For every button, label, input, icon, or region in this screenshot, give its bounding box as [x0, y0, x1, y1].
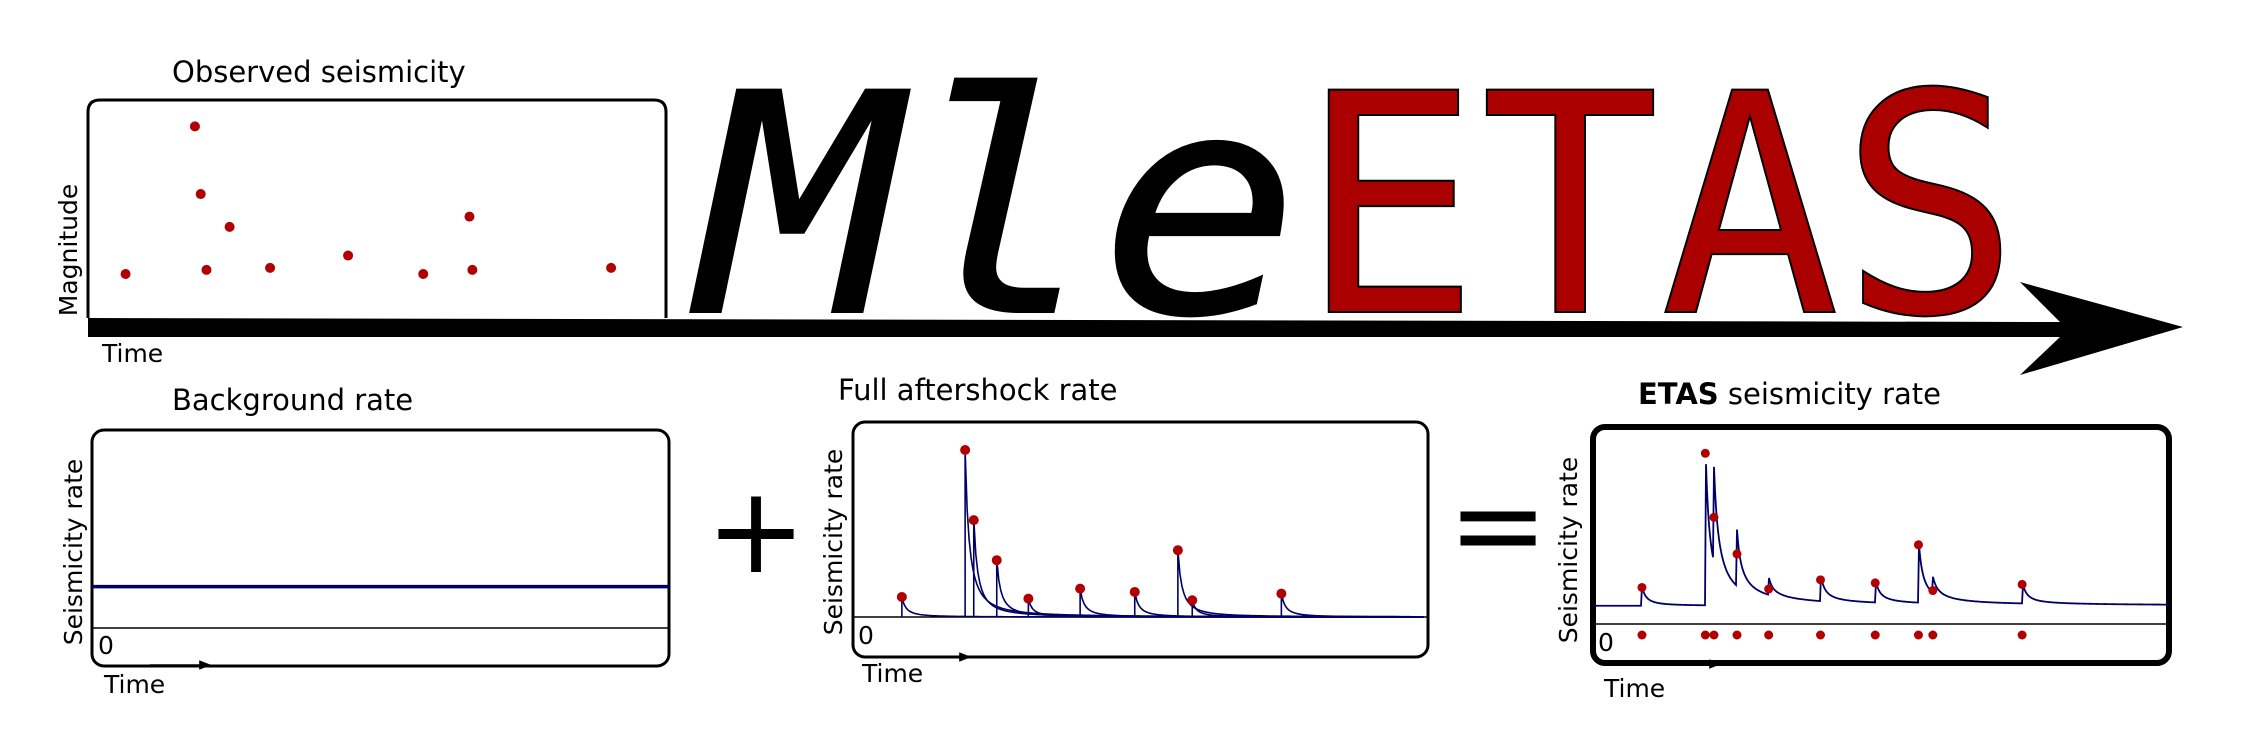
aftershock-event-0 — [896, 591, 907, 602]
etas-peak-event-8 — [1928, 586, 1938, 596]
background-zero-label: 0 — [98, 631, 114, 660]
etas-title-bold: ETAS — [1638, 377, 1719, 411]
etas-peak-event-5 — [1816, 575, 1826, 585]
etas-peak-event-6 — [1870, 578, 1880, 588]
etas-panel-frame — [1590, 424, 2172, 666]
etas-peak-event-4 — [1764, 584, 1774, 594]
aftershock-event-5 — [1075, 583, 1086, 594]
aftershock-event-8 — [1187, 595, 1198, 606]
etas-time-event-3 — [1732, 630, 1742, 640]
etas-peak-event-7 — [1913, 540, 1923, 550]
etas-time-event-1 — [1700, 630, 1710, 640]
etas-zero-label: 0 — [1598, 628, 1614, 657]
etas-peak-event-2 — [1709, 512, 1719, 522]
aftershock-event-2 — [968, 515, 979, 526]
observed-panel-frame — [86, 98, 668, 318]
time-arrow — [88, 282, 2183, 375]
aftershock-panel-frame — [851, 420, 1430, 659]
observed-events — [120, 121, 617, 279]
aftershock-decay-curve-1 — [964, 449, 1424, 618]
observed-ylabel: Magnitude — [54, 184, 83, 316]
aftershock-event-7 — [1172, 545, 1183, 556]
etas-time-event-5 — [1816, 630, 1826, 640]
etas-peak-event-3 — [1732, 549, 1742, 559]
aftershock-decay-curve-3 — [995, 559, 1423, 618]
observed-event-8 — [464, 211, 475, 222]
observed-event-1 — [189, 121, 200, 132]
aftershock-event-6 — [1129, 586, 1140, 597]
etas-xlabel: Time — [1603, 674, 1665, 703]
aftershock-decay-curve-9 — [1280, 592, 1424, 618]
observed-event-5 — [265, 262, 276, 273]
etas-time-event-0 — [1637, 630, 1647, 640]
observed-event-9 — [467, 264, 478, 275]
observed-event-10 — [606, 262, 617, 273]
etas-rate-curve — [1593, 464, 2170, 607]
observed-event-3 — [201, 264, 212, 275]
etas-peak-event-1 — [1700, 448, 1710, 458]
background-xlabel: Time — [103, 670, 165, 699]
etas-time-event-8 — [1928, 630, 1938, 640]
background-title: Background rate — [172, 383, 413, 417]
etas-peak-event-0 — [1637, 582, 1647, 592]
etas-ylabel: Seismicity rate — [1554, 457, 1583, 644]
observed-event-2 — [195, 189, 206, 200]
plus-sign: + — [706, 462, 807, 601]
etas-title: ETAS seismicity rate — [1638, 377, 1941, 411]
aftershock-decay-curve-7 — [1177, 549, 1424, 618]
aftershock-event-9 — [1276, 588, 1287, 599]
aftershock-zero-label: 0 — [858, 621, 874, 650]
observed-event-0 — [120, 269, 131, 279]
etas-peak-event-9 — [2017, 579, 2027, 589]
aftershock-event-3 — [991, 555, 1002, 566]
aftershock-event-4 — [1023, 593, 1034, 604]
aftershock-event-1 — [960, 445, 971, 455]
observed-title: Observed seismicity — [172, 55, 466, 89]
observed-xlabel: Time — [101, 339, 163, 368]
etas-time-event-9 — [2017, 630, 2027, 640]
observed-event-4 — [224, 221, 235, 232]
etas-time-event-6 — [1870, 630, 1880, 640]
etas-title-rest: seismicity rate — [1719, 377, 1941, 411]
aftershock-title: Full aftershock rate — [838, 373, 1118, 407]
background-ylabel: Seismicity rate — [59, 459, 88, 646]
observed-event-7 — [418, 269, 429, 279]
aftershock-xlabel: Time — [861, 659, 923, 688]
aftershock-curves — [896, 445, 1424, 618]
observed-event-6 — [343, 250, 354, 261]
equals-sign: = — [1448, 456, 1549, 595]
etas-curves — [1593, 464, 2170, 607]
aftershock-decay-curve-0 — [901, 596, 1424, 618]
etas-time-event-4 — [1764, 630, 1774, 640]
etas-time-event-2 — [1709, 630, 1719, 640]
aftershock-decay-curve-2 — [972, 519, 1424, 618]
etas-events — [1637, 448, 2027, 640]
etas-time-event-7 — [1913, 630, 1923, 640]
background-panel-frame — [90, 428, 671, 668]
aftershock-ylabel: Seismicity rate — [819, 449, 848, 636]
